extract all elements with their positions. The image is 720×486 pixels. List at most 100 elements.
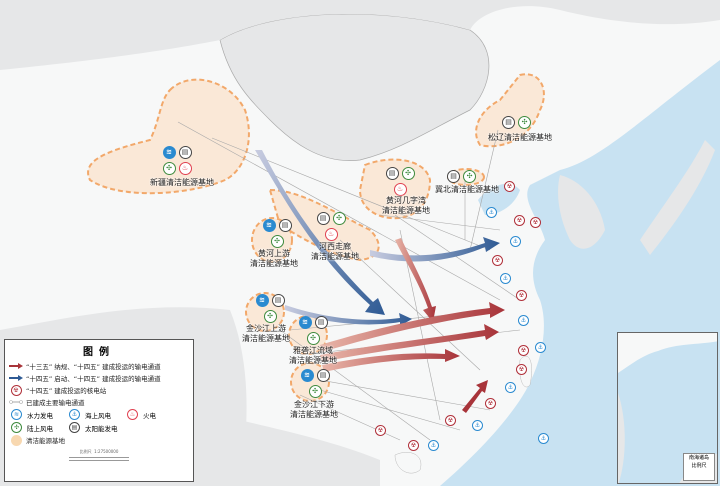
offshore-wind-icon: ⚓ — [518, 315, 529, 326]
label-line: 黄河上游 — [258, 249, 290, 258]
solar-icon: ▤ — [502, 116, 515, 129]
base-icons-huanghe: ≋ ▤ ✣ — [262, 219, 292, 248]
base-label-songliao: 松辽清洁能源基地 — [488, 133, 552, 142]
base-label-jinsha-lower: 金沙江下游 清洁能源基地 — [290, 400, 338, 420]
hydro-icon: ≋ — [162, 146, 176, 159]
solar-icon: ▤ — [385, 167, 399, 180]
legend-title: 图例 — [83, 347, 115, 358]
label-line: 清洁能源基地 — [311, 252, 359, 261]
base-icons-jinsha-upper: ≋ ▤ ✣ — [255, 294, 285, 323]
legend-item-wind: ✣ 陆上风电 — [11, 422, 69, 433]
legend-item-existing-line: 已建成主要输电通道 — [5, 396, 193, 408]
base-icons-yalong: ≋ ▤ ✣ — [298, 316, 328, 345]
blue-arrow-jinsha — [285, 305, 412, 326]
hainan — [394, 452, 422, 474]
fire-icon: ♨ — [178, 162, 192, 175]
offshore-wind-icon: ⚓ — [538, 433, 549, 444]
label-line: 清洁能源基地 — [242, 334, 290, 343]
indochina — [240, 420, 380, 486]
legend-label: 清洁能源基地 — [26, 437, 65, 445]
label-line: 河西走廊 — [319, 242, 351, 251]
nuclear-icon: ☢ — [530, 217, 541, 228]
legend-label: “十三五” 纳规、“十四五” 建成投运的输电通道 — [26, 363, 161, 371]
legend-item-hydro: ≋ 水力发电 — [11, 409, 69, 420]
fire-icon: ♨ — [127, 409, 138, 420]
nuclear-icon: ☢ — [514, 215, 525, 226]
label-line: 金沙江下游 — [294, 400, 334, 409]
wind-icon: ✣ — [308, 385, 322, 398]
south-china-sea-inset: 南海诸岛 比例尺 — [617, 332, 718, 484]
offshore-wind-icon: ⚓ — [472, 420, 483, 431]
hydro-icon: ≋ — [300, 369, 314, 382]
scale-bar — [69, 457, 129, 461]
label-line: 清洁能源基地 — [290, 410, 338, 419]
legend-label: “十四五” 建成投运的核电站 — [26, 387, 107, 395]
legend-label: “十四五” 启动、“十四五” 建成投运的输电通道 — [26, 375, 161, 383]
solar-icon: ▤ — [278, 219, 292, 232]
base-icons-hexi: ▤ ✣ ♨ — [316, 212, 346, 241]
solar-icon: ▤ — [316, 369, 330, 382]
wind-icon: ✣ — [162, 162, 176, 175]
base-icons-jinsha-lower: ≋ ▤ ✣ — [300, 369, 330, 398]
base-label-yalong: 雅砻江流域 清洁能源基地 — [289, 346, 337, 366]
wind-icon: ✣ — [518, 116, 531, 129]
solar-icon: ▤ — [178, 146, 192, 159]
legend-label: 陆上风电 — [27, 424, 53, 433]
nuclear-icon: ☢ — [10, 384, 22, 396]
inset-title-text: 南海诸岛 — [688, 455, 709, 461]
base-icons-xinjiang: ≋ ▤ ✣ ♨ — [162, 146, 192, 175]
solar-icon: ▤ — [316, 212, 330, 225]
base-label-huanghe: 黄河上游 清洁能源基地 — [250, 249, 298, 269]
japan — [640, 140, 715, 255]
wind-icon: ✣ — [401, 167, 415, 180]
blue-arrow-xinjiang — [255, 150, 385, 315]
wind-icon: ✣ — [332, 212, 346, 225]
korea — [558, 175, 605, 249]
legend-item-red-arrow: “十三五” 纳规、“十四五” 建成投运的输电通道 — [5, 360, 193, 372]
offshore-wind-icon: ⚓ — [535, 342, 546, 353]
solar-icon: ▤ — [447, 170, 460, 183]
wind-icon: ✣ — [11, 422, 22, 433]
nuclear-swatch: ☢ — [9, 384, 23, 396]
wind-icon: ✣ — [263, 310, 277, 323]
base-icons-songliao: ▤ ✣ — [502, 116, 531, 129]
label-line: 清洁能源基地 — [250, 259, 298, 268]
solar-icon: ▤ — [314, 316, 328, 329]
base-label-hexi: 河西走廊 清洁能源基地 — [311, 242, 359, 262]
legend-label: 太阳能发电 — [85, 424, 118, 433]
base-swatch-icon — [9, 434, 23, 446]
red-arrow-yalong-1 — [320, 302, 505, 352]
gray-line-icon — [9, 399, 23, 405]
label-line: 雅砻江流域 — [293, 346, 333, 355]
base-label-jiziwan: 黄河几字湾 清洁能源基地 — [382, 196, 430, 216]
nuclear-icon: ☢ — [518, 345, 529, 356]
legend-label: 已建成主要输电通道 — [26, 399, 85, 407]
legend-item-offshore: ⚓ 海上风电 — [69, 409, 127, 420]
offshore-wind-icon: ⚓ — [505, 382, 516, 393]
scale-value: 1:27500000 — [94, 449, 119, 454]
base-label-xinjiang: 新疆清洁能源基地 — [150, 178, 214, 187]
legend-label: 火电 — [143, 411, 156, 420]
legend-item-solar: ▤ 太阳能发电 — [69, 422, 127, 433]
label-line: 黄河几字湾 — [386, 196, 426, 205]
nuclear-icon: ☢ — [445, 415, 456, 426]
russia — [0, 0, 720, 70]
legend-label: 水力发电 — [27, 411, 53, 420]
scale-label: 比例尺 — [79, 449, 92, 454]
solar-icon: ▤ — [271, 294, 285, 307]
base-area-hexi — [268, 188, 380, 262]
nuclear-icon: ☢ — [485, 398, 496, 409]
solar-icon: ▤ — [69, 422, 80, 433]
hydro-icon: ≋ — [298, 316, 312, 329]
base-label-jibei: 冀北清洁能源基地 — [435, 185, 499, 194]
offshore-wind-icon: ⚓ — [500, 273, 511, 284]
mongolia — [219, 13, 490, 161]
transmission-arrows — [255, 150, 505, 413]
fire-icon: ♨ — [324, 228, 338, 241]
label-line: 金沙江上游 — [246, 324, 286, 333]
red-arrow-icon — [9, 363, 23, 369]
base-area-xinjiang — [87, 78, 250, 195]
offshore-wind-icon: ⚓ — [428, 440, 439, 451]
label-line: 清洁能源基地 — [382, 206, 430, 215]
legend-types-row-1: ≋ 水力发电 ⚓ 海上风电 ♨ 火电 — [5, 408, 193, 421]
